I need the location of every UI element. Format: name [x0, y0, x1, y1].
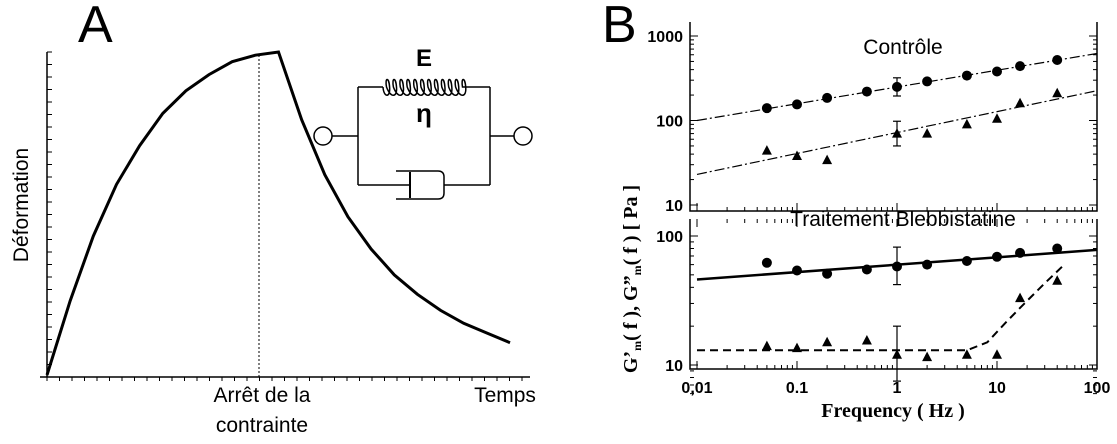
panel-b-letter: B — [602, 0, 637, 54]
stress-stop-label-line2: contrainte — [216, 414, 308, 437]
panel-b: B G’m( f ), G”m( f ) [ Pa ] 100010010100… — [602, 0, 1110, 422]
blebbistatin-triangle-point — [992, 349, 1002, 359]
control-triangle-point — [1052, 87, 1063, 98]
blebbistatin-circle-point — [822, 268, 833, 279]
control-triangle-point — [961, 118, 972, 129]
control-circle-point — [822, 92, 833, 103]
control-circle-point — [922, 76, 933, 87]
blebbistatin-circle-point — [1015, 247, 1026, 258]
control-triangle-point — [822, 154, 833, 165]
blebbistatin-triangle-point — [1015, 292, 1026, 303]
spring-icon — [382, 78, 467, 96]
blebbistatin-triangle-point — [922, 351, 933, 362]
x-tick-label: 10 — [988, 380, 1006, 397]
panel-a-ylabel: Déformation — [10, 148, 33, 262]
blebbistatin-circle-point — [761, 257, 772, 268]
left-terminal — [313, 126, 333, 146]
blebbistatin-triangle-point — [761, 340, 772, 351]
panel-a-xlabel: Temps — [474, 384, 536, 407]
blebbistatin-triangle-point — [1052, 275, 1063, 285]
control-label: Contrôle — [863, 36, 942, 59]
blebbistatin-circle-point — [861, 264, 872, 275]
right-terminal — [513, 126, 533, 146]
dashpot-label: η — [416, 98, 432, 128]
x-tick-label: 100 — [1084, 380, 1111, 397]
panel-a-y-ticks — [47, 51, 52, 378]
blebbistatin-fit-line-1 — [697, 265, 1063, 352]
control-circle-point — [1015, 61, 1026, 72]
top-plot-frame — [689, 22, 1098, 212]
blebbistatin-triangle-point — [961, 349, 972, 359]
control-triangle-point — [792, 150, 802, 161]
control-triangle-point — [992, 113, 1002, 123]
blebbistatin-label: Traitement Blebbistatine — [790, 208, 1016, 231]
blebbistatin-triangle-point — [861, 334, 872, 345]
spring-label: E — [416, 45, 432, 72]
x-tick-label: 0,01 — [681, 380, 712, 397]
control-circle-point — [861, 86, 872, 97]
kelvin-voigt-model: E η — [313, 45, 533, 200]
strain-curve — [45, 50, 511, 376]
top-y-tick-label: 10 — [665, 198, 683, 215]
top-y-tick-label: 100 — [656, 114, 683, 131]
blebbistatin-triangle-point — [792, 342, 802, 353]
bottom-plot-frame — [689, 219, 1098, 370]
control-circle-point — [1052, 54, 1063, 65]
panel-b-data — [696, 52, 1098, 382]
control-circle-point — [761, 103, 772, 114]
blebbistatin-circle-point — [1052, 243, 1063, 254]
control-triangle-point — [922, 128, 933, 138]
panel-a-letter: A — [78, 0, 113, 54]
blebbistatin-triangle-point — [822, 336, 833, 347]
control-circle-point — [792, 99, 802, 110]
bottom-y-tick-label: 10 — [665, 358, 683, 375]
top-y-tick-label: 1000 — [647, 29, 683, 46]
panel-a: A Déformation Arrêt de la contrainte Tem… — [10, 0, 536, 437]
panel-b-xtick-labels: 0,01 0.1 1 10 100 — [681, 380, 1110, 397]
stress-stop-label-line1: Arrêt de la — [214, 384, 311, 407]
control-triangle-point — [1015, 97, 1026, 108]
control-circle-point — [961, 70, 972, 81]
panel-b-ylabel: G’m( f ), G”m( f ) [ Pa ] — [620, 185, 644, 373]
bottom-y-tick-label: 100 — [656, 229, 683, 246]
blebbistatin-circle-point — [792, 265, 802, 276]
dashpot-icon — [358, 170, 490, 200]
blebbistatin-circle-point — [922, 259, 933, 270]
panel-b-ticks — [690, 35, 1098, 395]
panel-a-x-ticks — [46, 377, 523, 381]
control-triangle-point — [761, 145, 772, 155]
control-circle-point — [992, 66, 1002, 77]
x-tick-label: 0.1 — [786, 380, 808, 397]
x-tick-label: 1 — [893, 380, 902, 397]
panel-b-ytick-labels: 1000 100 10 100 10 — [647, 29, 683, 375]
panel-b-xlabel: Frequency ( Hz ) — [821, 400, 965, 422]
blebbistatin-circle-point — [992, 251, 1002, 262]
blebbistatin-circle-point — [961, 256, 972, 267]
